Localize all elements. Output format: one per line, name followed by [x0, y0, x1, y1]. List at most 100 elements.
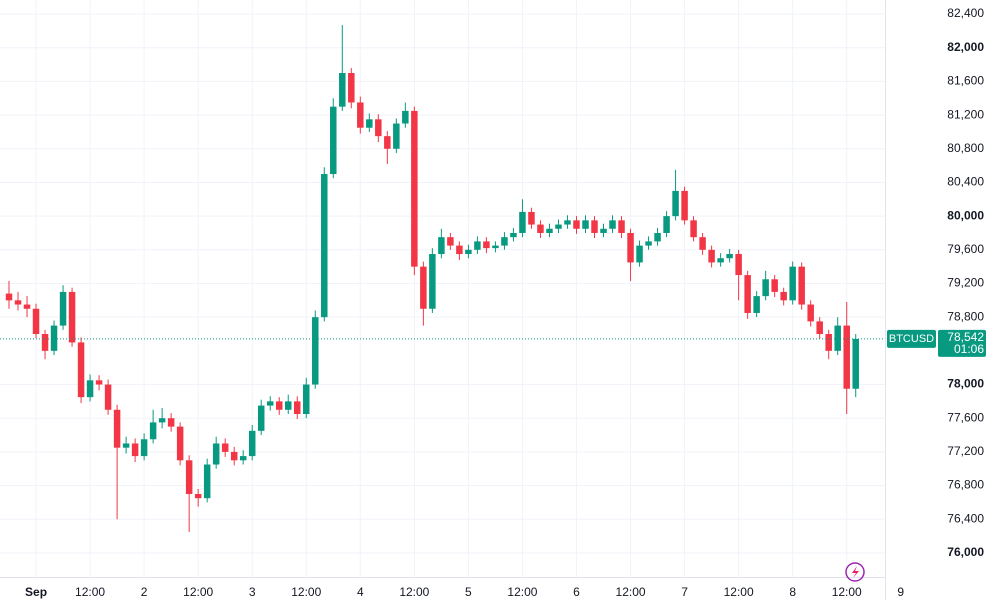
candle-body: [384, 136, 391, 149]
x-tick-label: 8: [789, 585, 796, 599]
price-badge: [938, 329, 986, 357]
candle-body: [465, 249, 472, 255]
candle-body: [483, 241, 490, 249]
candle: [852, 334, 859, 398]
candle-body: [852, 338, 859, 389]
candle: [393, 118, 400, 153]
candle: [113, 404, 121, 520]
candle: [825, 329, 832, 360]
candle-body: [600, 228, 607, 233]
candle-body: [266, 401, 274, 406]
candle-body: [285, 401, 292, 410]
candle: [194, 488, 202, 507]
candle: [122, 436, 130, 454]
y-tick-label: 76,400: [947, 511, 984, 525]
candle-body: [221, 443, 229, 452]
x-tick-label: 6: [573, 585, 580, 599]
candle: [798, 262, 805, 310]
candle-body: [239, 456, 247, 461]
candle-body: [627, 232, 634, 263]
candle-body: [158, 418, 166, 423]
candle: [501, 232, 508, 250]
x-tick-label: 12:00: [291, 585, 321, 599]
x-tick-label: 12:00: [399, 585, 429, 599]
candle: [104, 379, 112, 415]
candle-body: [582, 220, 589, 229]
candle: [447, 232, 454, 250]
y-tick-label: 80,800: [947, 141, 984, 155]
candle-body: [411, 110, 418, 267]
candle-body: [699, 237, 706, 250]
candle: [140, 433, 148, 461]
candle: [158, 408, 166, 429]
candle: [5, 280, 13, 309]
candle: [456, 241, 463, 260]
candle-body: [393, 123, 400, 149]
candle-body: [131, 443, 139, 457]
y-tick-label: 82,400: [947, 6, 984, 20]
price-label: 78,542: [947, 330, 984, 344]
candle-body: [591, 220, 598, 233]
candle: [807, 300, 814, 327]
candle-body: [645, 241, 652, 246]
x-tick-label: 4: [357, 585, 364, 599]
candle: [294, 396, 301, 420]
x-tick-label: Sep: [25, 585, 47, 599]
candle: [753, 291, 760, 318]
candle-body: [140, 439, 148, 457]
y-tick-label: 77,200: [947, 444, 984, 458]
candle: [59, 285, 67, 330]
candle: [735, 249, 742, 301]
candle: [609, 215, 616, 233]
candle-body: [816, 321, 823, 335]
candle-body: [41, 334, 49, 351]
candle: [77, 337, 85, 404]
candle-body: [789, 266, 796, 301]
candle: [573, 216, 580, 234]
y-tick-label: 77,600: [947, 410, 984, 424]
candle-body: [212, 443, 220, 465]
candle-body: [501, 237, 508, 246]
candle: [366, 113, 373, 132]
candle: [780, 287, 787, 306]
x-tick-label: 12:00: [724, 585, 754, 599]
broadcast-icon: [845, 562, 865, 582]
candle: [429, 248, 436, 313]
candle-body: [807, 304, 814, 322]
candle-body: [167, 418, 175, 427]
candle: [492, 241, 499, 253]
candle-body: [23, 304, 31, 309]
candle-body: [690, 220, 697, 238]
candle: [257, 399, 265, 436]
x-tick-label: 12:00: [507, 585, 537, 599]
candle: [843, 302, 850, 414]
y-tick-label: 76,000: [947, 545, 984, 559]
candle-body: [113, 409, 121, 448]
candle-body: [843, 325, 850, 389]
candle: [663, 211, 670, 238]
candle-body: [528, 211, 535, 225]
candle: [95, 375, 103, 391]
grid: [0, 0, 885, 577]
candle-body: [564, 220, 571, 225]
symbol-badge: [887, 329, 936, 348]
candle-body: [86, 380, 94, 398]
candle: [420, 261, 427, 326]
candle-body: [375, 119, 382, 137]
candle: [411, 106, 418, 276]
y-tick-label: 81,200: [947, 107, 984, 121]
candle-body: [780, 291, 787, 301]
candle: [212, 436, 220, 469]
candle: [600, 223, 607, 238]
candle-body: [510, 232, 517, 238]
candle: [690, 216, 697, 242]
candle: [68, 287, 76, 347]
candle: [519, 199, 526, 238]
candle: [330, 98, 337, 179]
candle: [86, 374, 94, 402]
candle: [546, 223, 553, 238]
candle: [41, 329, 49, 360]
candle-body: [429, 254, 436, 309]
candle: [789, 261, 796, 305]
x-tick-label: 12:00: [832, 585, 862, 599]
